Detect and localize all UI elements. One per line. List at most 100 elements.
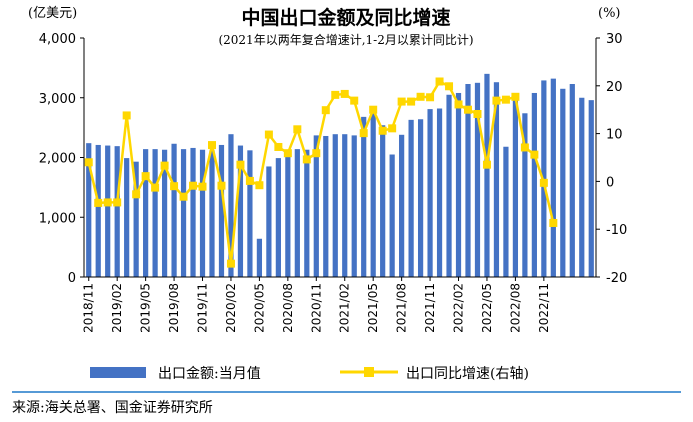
- x-tick-label: 2022/02: [452, 283, 466, 333]
- growth-point: [397, 97, 406, 106]
- legend: 出口金额:当月值 出口同比增速(右轴): [90, 366, 529, 382]
- right-tick-label: 30: [606, 32, 623, 47]
- right-axis-unit: (%): [598, 6, 621, 21]
- x-tick-label: 2021/02: [338, 283, 352, 333]
- bar: [133, 161, 139, 277]
- bar: [323, 135, 329, 277]
- bar: [114, 146, 120, 277]
- bar: [180, 149, 187, 277]
- growth-point: [482, 160, 491, 169]
- growth-point: [208, 141, 216, 150]
- growth-point: [103, 198, 112, 207]
- bar: [569, 84, 575, 277]
- growth-point: [160, 161, 169, 170]
- x-tick-label: 2021/08: [395, 283, 409, 333]
- x-tick-label: 2021/11: [423, 283, 437, 333]
- growth-point: [520, 143, 529, 152]
- growth-point: [293, 125, 302, 134]
- bar: [579, 97, 585, 277]
- x-tick-label: 2019/11: [196, 283, 210, 333]
- bar: [370, 108, 376, 277]
- bar: [199, 149, 206, 277]
- growth-point: [388, 124, 397, 133]
- growth-point: [264, 130, 273, 139]
- growth-point: [416, 92, 425, 101]
- bar: [275, 158, 281, 277]
- growth-point: [350, 96, 359, 105]
- growth-point: [435, 77, 444, 86]
- bar: [522, 113, 528, 277]
- growth-point: [369, 105, 378, 114]
- right-tick-label: 0: [606, 175, 614, 190]
- growth-point: [236, 160, 245, 169]
- bar: [294, 149, 300, 277]
- growth-point: [198, 182, 207, 191]
- growth-point: [331, 90, 340, 99]
- growth-point: [378, 126, 387, 135]
- right-tick-label: -20: [606, 271, 627, 286]
- bar: [512, 99, 519, 277]
- growth-point: [407, 97, 416, 106]
- growth-point: [141, 172, 150, 181]
- bar: [190, 147, 196, 277]
- x-tick-label: 2019/05: [139, 283, 153, 333]
- x-tick-label: 2020/08: [281, 283, 295, 333]
- growth-point: [189, 181, 198, 190]
- left-axis-unit: (亿美元): [28, 6, 77, 21]
- growth-point: [217, 181, 226, 190]
- growth-point: [426, 93, 435, 102]
- bar: [531, 92, 537, 277]
- bar: [588, 100, 594, 277]
- x-tick-label: 2020/05: [252, 283, 266, 333]
- x-tick-label: 2020/02: [224, 283, 238, 333]
- legend-bar-label: 出口金额:当月值: [158, 366, 261, 382]
- left-tick-label: 3,000: [39, 92, 76, 107]
- bar: [380, 125, 386, 277]
- growth-point: [501, 95, 510, 104]
- growth-point: [454, 100, 463, 109]
- bar: [256, 238, 263, 277]
- x-tick-label: 2022/05: [480, 283, 494, 333]
- legend-line-label: 出口同比增速(右轴): [406, 366, 529, 382]
- bar: [332, 134, 338, 277]
- bar: [209, 150, 215, 277]
- bar: [105, 145, 111, 277]
- bar: [446, 94, 452, 277]
- growth-point: [473, 110, 482, 119]
- bar: [560, 88, 566, 277]
- x-tick-label: 2022/11: [537, 283, 551, 333]
- growth-point: [302, 155, 311, 164]
- left-tick-label: 4,000: [39, 32, 76, 47]
- left-tick-label: 2,000: [39, 152, 76, 167]
- growth-point: [321, 106, 330, 115]
- bar: [228, 134, 234, 277]
- left-tick-label: 0: [68, 271, 76, 286]
- bar: [266, 166, 272, 277]
- growth-point: [464, 105, 472, 114]
- bar: [304, 149, 310, 277]
- bar: [218, 144, 225, 277]
- growth-point: [245, 176, 254, 185]
- bar: [285, 153, 291, 277]
- growth-point: [151, 183, 160, 192]
- plot-area: 0 1,000 2,000 3,000 4,000 -20 -10 0 10 20 30 2018/1…: [39, 32, 627, 333]
- bar: [342, 134, 348, 277]
- bar: [465, 84, 471, 277]
- bar: [389, 154, 395, 277]
- bar: [143, 149, 149, 277]
- growth-point: [492, 96, 501, 105]
- x-tick-label: 2020/11: [309, 283, 323, 333]
- growth-point: [359, 129, 368, 138]
- bar: [455, 92, 462, 277]
- growth-point: [94, 198, 103, 207]
- growth-point: [312, 149, 321, 158]
- bar: [493, 82, 500, 277]
- growth-point: [445, 82, 454, 91]
- growth-point: [84, 158, 93, 167]
- bar: [408, 119, 414, 277]
- growth-point: [340, 89, 349, 98]
- growth-point: [283, 149, 292, 158]
- bar: [161, 149, 168, 277]
